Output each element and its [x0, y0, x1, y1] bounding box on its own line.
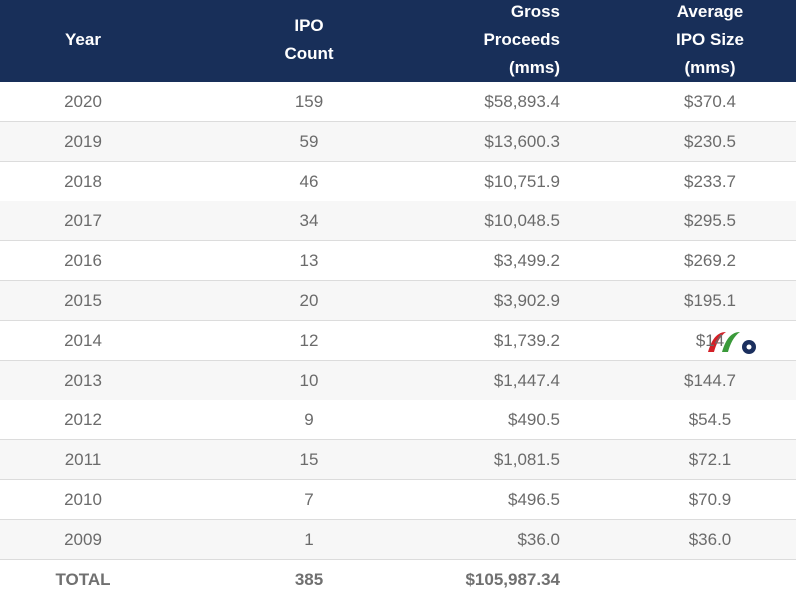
table-row	[0, 121, 796, 162]
table-cell: 2017	[64, 211, 102, 231]
table-row	[0, 400, 796, 441]
table-cell: 1	[304, 529, 314, 549]
table-cell: $3,499.2	[493, 251, 560, 271]
table-cell: 2018	[64, 171, 102, 191]
table-header	[0, 0, 796, 82]
table-cell: $144.7	[684, 370, 736, 390]
table-cell: $13,600.3	[484, 131, 560, 151]
table-cell: $54.5	[688, 410, 732, 430]
table-cell: 10	[299, 370, 319, 390]
table-row	[0, 281, 796, 321]
table-cell: $58,893.4	[484, 92, 560, 111]
column-header: Average IPO Size (mms)	[675, 2, 745, 77]
table-cell: 2013	[64, 370, 102, 390]
table-row	[0, 82, 796, 122]
table-cell: 159	[294, 92, 324, 111]
table-cell: 46	[299, 171, 319, 191]
table-cell: 2014	[64, 330, 102, 350]
column-header: Gross Proceeds (mms)	[483, 2, 560, 77]
table-cell: $36.0	[688, 529, 732, 549]
table-cell: 34	[299, 211, 319, 231]
total-cell: 385	[294, 569, 324, 589]
table-cell: $1,447.4	[493, 370, 560, 390]
total-cell: TOTAL	[55, 569, 111, 589]
table-row	[0, 480, 796, 520]
watermark-logo	[708, 332, 756, 354]
table-cell: $496.5	[508, 490, 560, 509]
column-header: IPO Count	[284, 16, 334, 63]
table-cell: $490.5	[508, 410, 560, 430]
table-row	[0, 519, 796, 560]
table-cell: $72.1	[688, 450, 732, 470]
table-cell: $269.2	[684, 251, 736, 271]
table-cell: 13	[299, 251, 319, 271]
table-cell: 2015	[64, 291, 102, 310]
table-cell: 2016	[64, 251, 102, 271]
column-header: Year	[65, 30, 101, 49]
total-cell: $105,987.34	[465, 569, 560, 589]
table-cell: $10,048.5	[484, 211, 560, 231]
table-cell: 7	[304, 490, 314, 509]
table-cell: 2019	[64, 131, 102, 151]
table-cell: 59	[299, 131, 319, 151]
table-cell: 12	[299, 330, 319, 350]
table-cell: 2012	[64, 410, 102, 430]
table-row	[0, 201, 796, 242]
table-cell: $3,902.9	[493, 291, 560, 310]
table-cell: $10,751.9	[484, 171, 560, 191]
table-row	[0, 241, 796, 282]
table-cell: $14	[695, 330, 725, 350]
table-cell: $36.0	[517, 529, 560, 549]
table-cell: $70.9	[688, 490, 732, 509]
table-cell: $370.4	[684, 92, 736, 111]
table-cell: 15	[299, 450, 319, 470]
table-cell: 20	[299, 291, 319, 310]
table-row	[0, 161, 796, 202]
table-cell: 2009	[64, 529, 102, 549]
table-cell: 2011	[64, 450, 102, 470]
table-row	[0, 360, 796, 401]
table-cell: 9	[304, 410, 314, 430]
table-cell: 2010	[64, 490, 102, 509]
table-cell: $1,739.2	[493, 330, 560, 350]
table-cell: 2020	[64, 92, 102, 111]
table-cell: $1,081.5	[493, 450, 560, 470]
table-cell: $230.5	[684, 131, 736, 151]
table-row	[0, 440, 796, 481]
table-row	[0, 320, 796, 361]
table-cell: $233.7	[684, 171, 736, 191]
table-cell: $295.5	[684, 211, 736, 231]
table-cell: $195.1	[684, 291, 736, 310]
